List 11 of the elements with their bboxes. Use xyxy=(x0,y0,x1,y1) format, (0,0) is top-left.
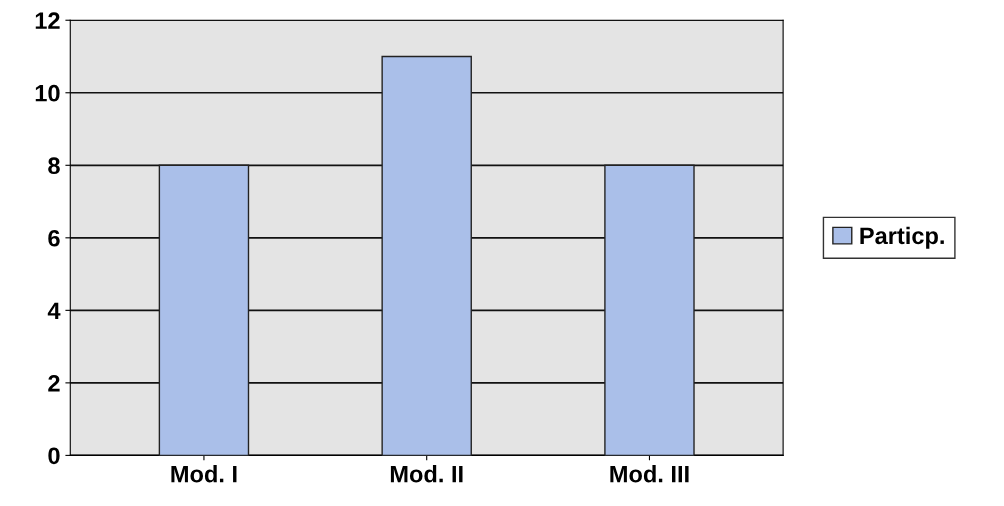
legend-label: Particp. xyxy=(860,226,944,249)
y-tick-label: 8 xyxy=(48,157,60,175)
x-tick-label: Mod. III xyxy=(610,465,689,483)
y-tick-label: 0 xyxy=(48,447,60,465)
y-tick-label: 2 xyxy=(48,374,60,392)
x-tick-label: Mod. I xyxy=(171,465,237,483)
y-tick-label: 10 xyxy=(35,84,60,102)
x-tick-label: Mod. II xyxy=(390,465,463,483)
y-tick-label: 6 xyxy=(48,229,60,247)
y-tick-label: 12 xyxy=(35,12,60,29)
y-tick-label: 4 xyxy=(47,302,61,319)
